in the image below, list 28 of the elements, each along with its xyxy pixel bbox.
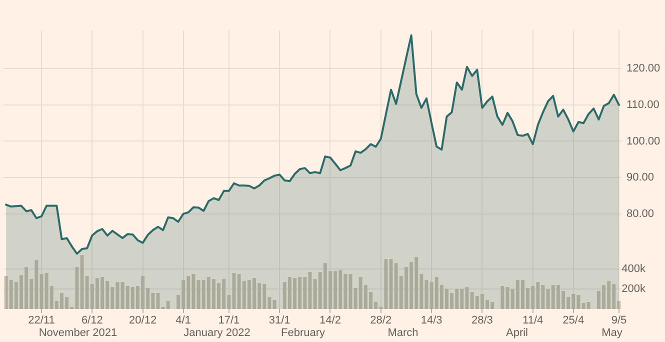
text: January 2022 [184,327,250,340]
y-tick-label: 110.00 [626,98,660,111]
x-tick-label: 25/4 [562,314,584,327]
text: February [280,327,326,340]
x-tick-label: 28/3 [471,314,493,327]
text: March [388,327,418,340]
text: November 2021 [38,327,118,340]
x-tick-label: 14/3 [420,314,442,327]
y-tick-label: 80.00 [626,208,654,220]
y2-tick-label: 400k [622,263,646,276]
x-tick-label: 4/1 [176,314,191,327]
x-tick-label: 28/2 [370,314,392,327]
x-tick-label: 17/1 [218,314,240,327]
x-tick-label: 31/1 [268,314,290,327]
y2-tick-label: 200k [622,283,646,296]
text: April [506,327,528,340]
bar [500,286,504,309]
y-tick-label: 120.00 [626,62,660,75]
x-tick-label: 20/12 [129,314,157,327]
x-tick-label: 11/4 [522,314,544,327]
bar [586,302,590,309]
y-tick-label: 100.00 [626,135,660,148]
x-tick-label: 6/12 [81,314,103,327]
x-tick-label: 14/2 [320,314,341,327]
x-tick-label: 9/5 [611,314,627,327]
text: May [602,327,623,340]
x-tick-label: 22/11 [28,314,55,327]
y-tick-label: 90.00 [626,172,654,184]
